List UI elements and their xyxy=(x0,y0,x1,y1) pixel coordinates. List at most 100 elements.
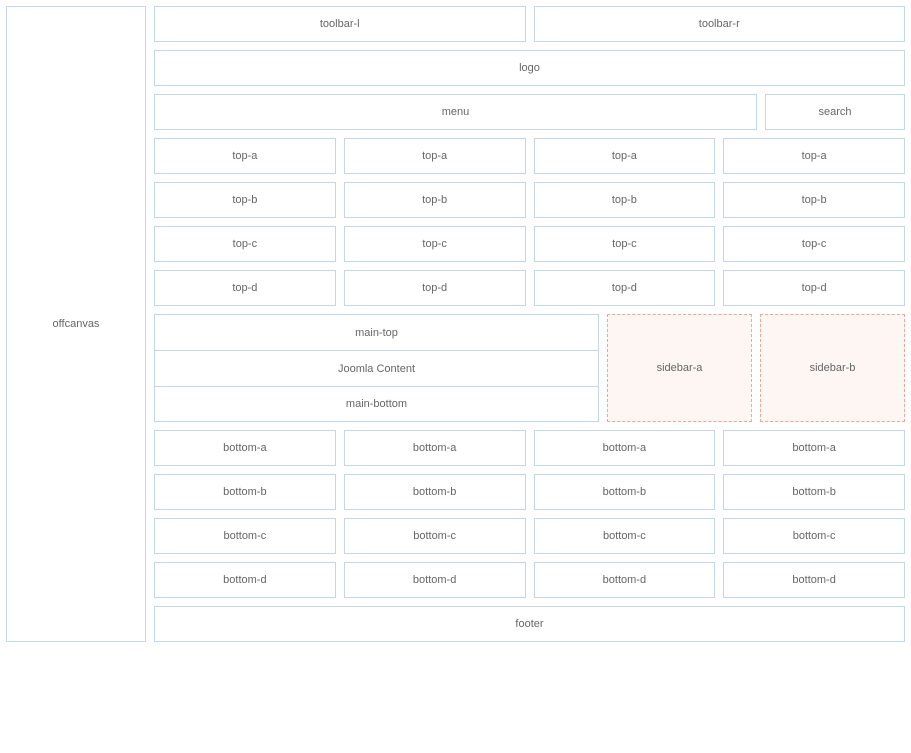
bottom-c-label: bottom-c xyxy=(793,530,836,542)
main-content-column: main-top Joomla Content main-bottom xyxy=(154,314,599,422)
toolbar-r-label: toolbar-r xyxy=(699,18,740,30)
top-b-position: top-b xyxy=(344,182,526,218)
footer-label: footer xyxy=(515,618,543,630)
top-d-position: top-d xyxy=(344,270,526,306)
main-top-position: main-top xyxy=(154,314,599,350)
bottom-b-row: bottom-b bottom-b bottom-b bottom-b xyxy=(154,474,905,510)
bottom-a-position: bottom-a xyxy=(534,430,716,466)
top-c-position: top-c xyxy=(534,226,716,262)
top-a-label: top-a xyxy=(802,150,827,162)
bottom-b-label: bottom-b xyxy=(223,486,266,498)
bottom-c-row: bottom-c bottom-c bottom-c bottom-c xyxy=(154,518,905,554)
bottom-a-label: bottom-a xyxy=(792,442,835,454)
toolbar-r-position: toolbar-r xyxy=(534,6,906,42)
bottom-b-label: bottom-b xyxy=(792,486,835,498)
main-top-label: main-top xyxy=(355,327,398,339)
bottom-d-label: bottom-d xyxy=(792,574,835,586)
bottom-d-label: bottom-d xyxy=(413,574,456,586)
bottom-d-position: bottom-d xyxy=(154,562,336,598)
top-b-label: top-b xyxy=(422,194,447,206)
bottom-a-row: bottom-a bottom-a bottom-a bottom-a xyxy=(154,430,905,466)
bottom-c-label: bottom-c xyxy=(413,530,456,542)
top-b-row: top-b top-b top-b top-b xyxy=(154,182,905,218)
top-c-position: top-c xyxy=(723,226,905,262)
bottom-a-label: bottom-a xyxy=(413,442,456,454)
top-d-position: top-d xyxy=(723,270,905,306)
bottom-b-position: bottom-b xyxy=(534,474,716,510)
sidebar-a-label: sidebar-a xyxy=(657,362,703,374)
bottom-d-position: bottom-d xyxy=(344,562,526,598)
top-d-position: top-d xyxy=(534,270,716,306)
main-column: toolbar-l toolbar-r logo menu search top… xyxy=(154,6,905,642)
content-row: main-top Joomla Content main-bottom side… xyxy=(154,314,905,422)
top-a-position: top-a xyxy=(534,138,716,174)
bottom-d-label: bottom-d xyxy=(223,574,266,586)
top-c-position: top-c xyxy=(154,226,336,262)
bottom-b-position: bottom-b xyxy=(344,474,526,510)
bottom-a-position: bottom-a xyxy=(344,430,526,466)
top-b-position: top-b xyxy=(723,182,905,218)
bottom-d-label: bottom-d xyxy=(603,574,646,586)
top-d-position: top-d xyxy=(154,270,336,306)
bottom-c-position: bottom-c xyxy=(154,518,336,554)
bottom-a-label: bottom-a xyxy=(223,442,266,454)
top-b-position: top-b xyxy=(534,182,716,218)
sidebar-b-label: sidebar-b xyxy=(810,362,856,374)
offcanvas-position: offcanvas xyxy=(6,6,146,642)
bottom-d-position: bottom-d xyxy=(723,562,905,598)
top-a-position: top-a xyxy=(344,138,526,174)
top-b-label: top-b xyxy=(612,194,637,206)
top-d-row: top-d top-d top-d top-d xyxy=(154,270,905,306)
top-c-label: top-c xyxy=(422,238,446,250)
sidebar-a-position: sidebar-a xyxy=(607,314,752,422)
sidebar-b-position: sidebar-b xyxy=(760,314,905,422)
bottom-c-label: bottom-c xyxy=(223,530,266,542)
menu-row: menu search xyxy=(154,94,905,130)
top-c-position: top-c xyxy=(344,226,526,262)
logo-label: logo xyxy=(519,62,540,74)
joomla-content-label: Joomla Content xyxy=(338,363,415,375)
top-c-row: top-c top-c top-c top-c xyxy=(154,226,905,262)
bottom-c-label: bottom-c xyxy=(603,530,646,542)
top-d-label: top-d xyxy=(422,282,447,294)
top-a-label: top-a xyxy=(232,150,257,162)
top-c-label: top-c xyxy=(612,238,636,250)
search-label: search xyxy=(818,106,851,118)
main-bottom-label: main-bottom xyxy=(346,398,407,410)
top-c-label: top-c xyxy=(233,238,257,250)
bottom-d-row: bottom-d bottom-d bottom-d bottom-d xyxy=(154,562,905,598)
top-b-label: top-b xyxy=(802,194,827,206)
top-a-label: top-a xyxy=(422,150,447,162)
logo-position: logo xyxy=(154,50,905,86)
top-d-label: top-d xyxy=(802,282,827,294)
bottom-c-position: bottom-c xyxy=(344,518,526,554)
top-a-label: top-a xyxy=(612,150,637,162)
bottom-c-position: bottom-c xyxy=(723,518,905,554)
offcanvas-label: offcanvas xyxy=(53,318,100,330)
bottom-d-position: bottom-d xyxy=(534,562,716,598)
layout-wireframe: offcanvas toolbar-l toolbar-r logo menu … xyxy=(6,6,905,642)
bottom-a-position: bottom-a xyxy=(723,430,905,466)
footer-position: footer xyxy=(154,606,905,642)
top-a-position: top-a xyxy=(723,138,905,174)
top-b-position: top-b xyxy=(154,182,336,218)
bottom-b-position: bottom-b xyxy=(154,474,336,510)
top-d-label: top-d xyxy=(232,282,257,294)
top-a-row: top-a top-a top-a top-a xyxy=(154,138,905,174)
joomla-content-position: Joomla Content xyxy=(154,350,599,386)
bottom-a-label: bottom-a xyxy=(603,442,646,454)
top-c-label: top-c xyxy=(802,238,826,250)
bottom-c-position: bottom-c xyxy=(534,518,716,554)
bottom-b-position: bottom-b xyxy=(723,474,905,510)
top-d-label: top-d xyxy=(612,282,637,294)
menu-position: menu xyxy=(154,94,757,130)
main-bottom-position: main-bottom xyxy=(154,386,599,422)
toolbar-l-position: toolbar-l xyxy=(154,6,526,42)
top-b-label: top-b xyxy=(232,194,257,206)
top-a-position: top-a xyxy=(154,138,336,174)
bottom-b-label: bottom-b xyxy=(413,486,456,498)
menu-label: menu xyxy=(442,106,470,118)
bottom-b-label: bottom-b xyxy=(603,486,646,498)
search-position: search xyxy=(765,94,905,130)
toolbar-row: toolbar-l toolbar-r xyxy=(154,6,905,42)
